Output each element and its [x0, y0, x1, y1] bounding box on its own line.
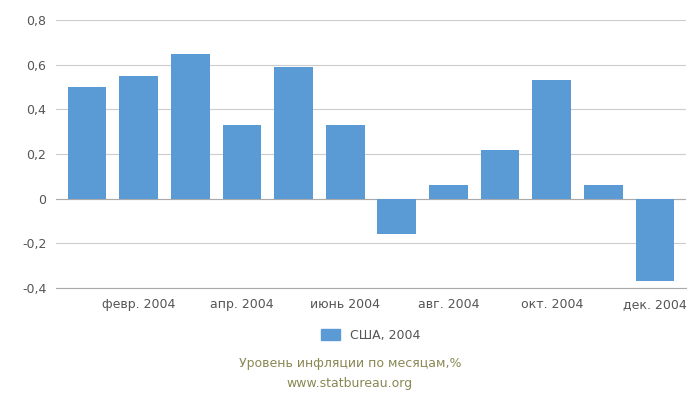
Bar [584, 185, 623, 199]
Legend: США, 2004: США, 2004 [321, 329, 421, 342]
Bar [171, 54, 209, 199]
Bar [533, 80, 571, 199]
Bar [636, 199, 674, 281]
Text: Уровень инфляции по месяцам,%: Уровень инфляции по месяцам,% [239, 358, 461, 370]
Bar [274, 67, 313, 199]
Bar [326, 125, 365, 199]
Bar [481, 150, 519, 199]
Text: www.statbureau.org: www.statbureau.org [287, 378, 413, 390]
Bar [377, 199, 416, 234]
Bar [223, 125, 261, 199]
Bar [68, 87, 106, 199]
Bar [119, 76, 158, 199]
Bar [429, 185, 468, 199]
